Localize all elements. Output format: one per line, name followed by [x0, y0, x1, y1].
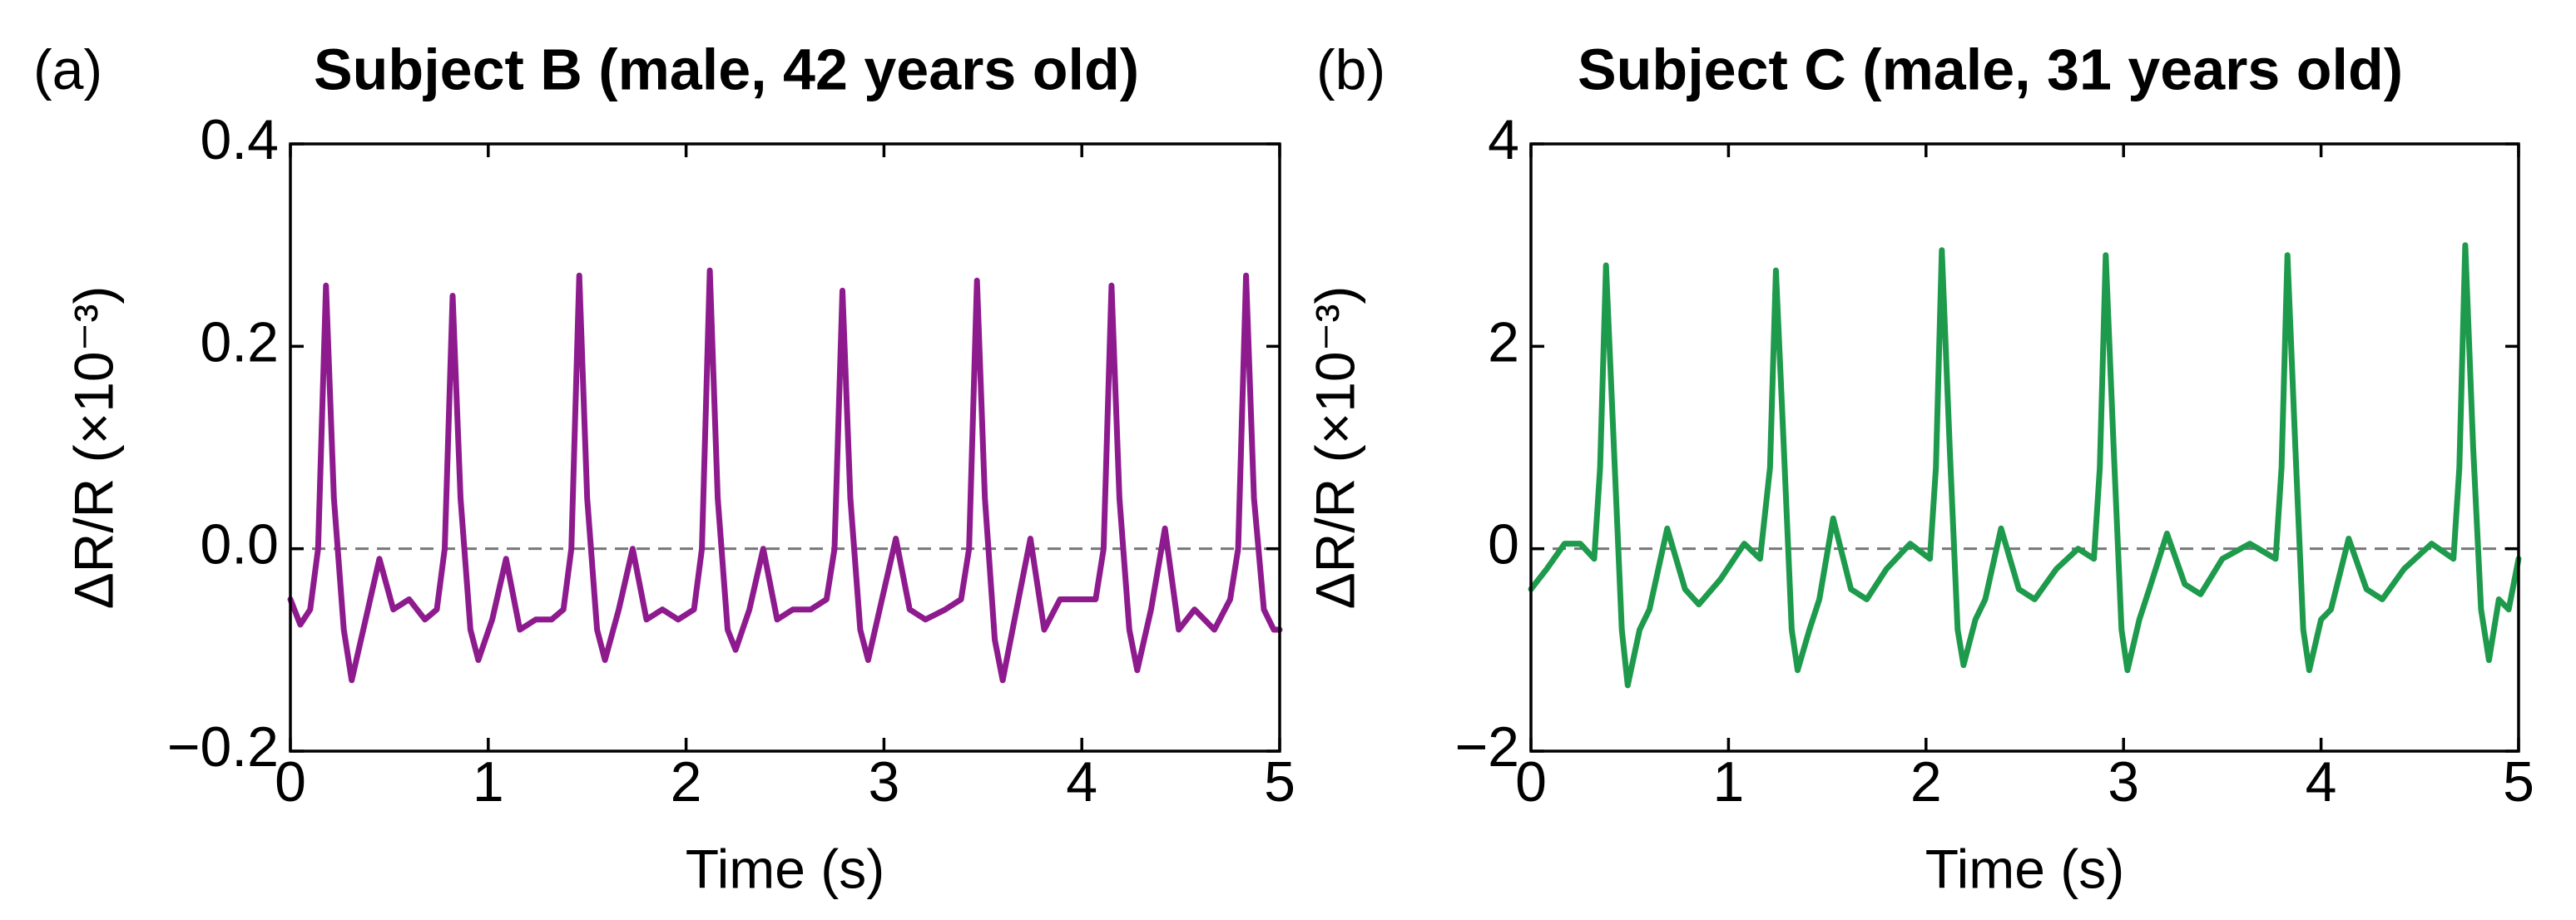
x-tick-label: 3: [868, 750, 899, 814]
x-tick-label: 0: [1515, 750, 1547, 814]
x-tick-label: 1: [1712, 750, 1744, 814]
x-tick-label: 4: [2306, 750, 2337, 814]
y-tick-label: 4: [1488, 108, 1519, 171]
subplot: (b) Subject C (male, 31 years old) 0 1 2 3 4 5 −…: [1304, 37, 2534, 899]
x-tick-label: 0: [275, 750, 306, 814]
panel-label: (b): [1316, 38, 1385, 101]
y-tick-label: 0.0: [200, 513, 279, 576]
y-axis-label: ΔR/R (×10⁻³): [1304, 286, 1365, 610]
y-tick-label: 0: [1488, 513, 1519, 576]
x-tick-label: 2: [671, 750, 702, 814]
data-line: [287, 267, 1283, 684]
x-axis-label: Time (s): [1925, 838, 2125, 899]
x-axis-label: Time (s): [686, 838, 885, 899]
y-axis-label: ΔR/R (×10⁻³): [62, 286, 124, 610]
x-tick-label: 1: [473, 750, 504, 814]
x-tick-label: 5: [1264, 750, 1295, 814]
y-tick-label: −0.2: [167, 715, 279, 779]
axes-frame: [289, 142, 1281, 753]
x-tick-label: 3: [2108, 750, 2139, 814]
axes-frame: [1529, 142, 2520, 753]
chart-title: Subject B (male, 42 years old): [314, 37, 1139, 101]
y-tick-label: 0.4: [200, 108, 279, 171]
chart-title: Subject C (male, 31 years old): [1578, 37, 2403, 101]
y-tick-label: 2: [1488, 310, 1519, 373]
x-tick-label: 2: [1910, 750, 1942, 814]
data-line: [1528, 242, 2522, 689]
x-tick-label: 5: [2503, 750, 2534, 814]
x-tick-label: 4: [1066, 750, 1097, 814]
y-tick-label: 0.2: [200, 310, 279, 373]
subplot: (a) Subject B (male, 42 years old) 0 1 2 3 4 5 −…: [33, 37, 1295, 899]
y-tick-label: −2: [1454, 715, 1519, 779]
panel-label: (a): [33, 38, 102, 101]
